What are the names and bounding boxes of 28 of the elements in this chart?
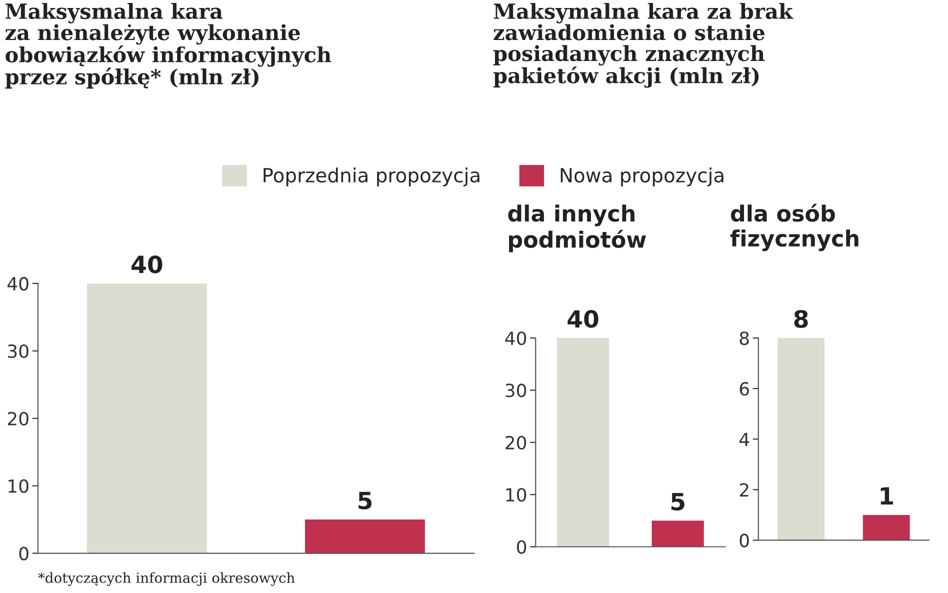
y-tick-label: 20 (8, 412, 28, 426)
y-tick-label: 40 (7, 276, 28, 291)
chart-title: Maksysmalna kara za nienależyte wykonanie obowiązków informacyjnych przez spółkę* (mln zł) (5, 2, 332, 89)
chart-subtitle: dla innych podmiotów (508, 204, 646, 252)
y-tick-label: 30 (8, 344, 28, 358)
y-tick-label: 0 (516, 540, 526, 554)
chart-title: Maksymalna kara za brak zawiadomienia o stanie posiadanych znacznych pakietów akcji (mln zł) (493, 2, 794, 88)
data-label: 5 (671, 492, 684, 511)
y-tick-label: 6 (740, 382, 749, 396)
text: *dotyczących informacji okresowych (38, 572, 295, 586)
y-tick-label: 2 (740, 483, 748, 497)
data-label: 40 (132, 255, 162, 274)
y-tick-label: 40 (505, 331, 526, 346)
y-tick-label: 10 (8, 479, 28, 493)
data-label: 40 (568, 310, 598, 328)
y-tick-label: 10 (506, 488, 526, 502)
legend-label: Nowa propozycja (560, 168, 724, 186)
y-tick-label: 8 (740, 331, 749, 346)
data-label: 1 (880, 487, 893, 504)
chart-subtitle: dla osób fizycznych (730, 204, 858, 252)
y-tick-label: 20 (506, 436, 526, 450)
y-tick-label: 0 (19, 546, 28, 560)
y-tick-label: 0 (740, 534, 749, 548)
data-label: 8 (794, 310, 808, 328)
legend-label: Poprzednia propozycja (264, 168, 480, 186)
y-tick-label: 30 (506, 384, 526, 398)
data-label: 5 (358, 492, 372, 510)
y-tick-label: 4 (739, 432, 750, 446)
